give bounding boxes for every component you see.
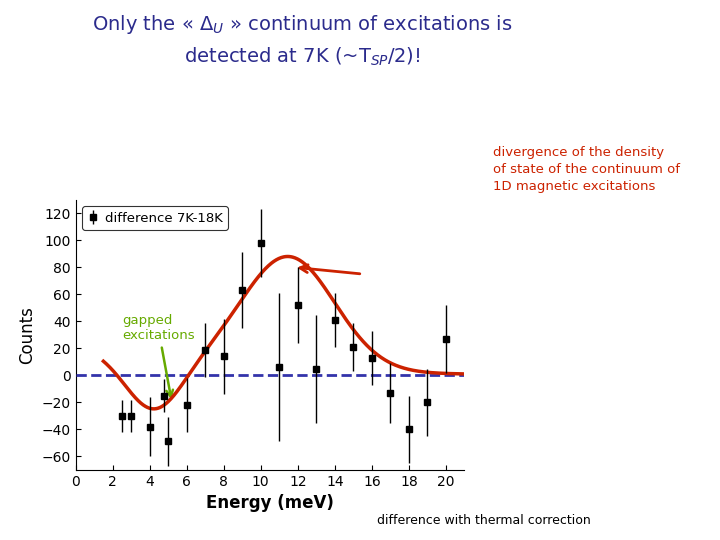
Legend: difference 7K-18K: difference 7K-18K [82,206,228,230]
Text: divergence of the density
of state of the continuum of
1D magnetic excitations: divergence of the density of state of th… [493,146,680,193]
Y-axis label: Counts: Counts [18,306,36,364]
Text: Only the « $\Delta_U$ » continuum of excitations is: Only the « $\Delta_U$ » continuum of exc… [92,14,513,37]
X-axis label: Energy (meV): Energy (meV) [206,494,334,512]
Text: difference with thermal correction: difference with thermal correction [377,514,590,526]
Text: detected at 7K (~T$_{SP}$/2)!: detected at 7K (~T$_{SP}$/2)! [184,46,420,68]
Text: gapped
excitations: gapped excitations [122,314,194,397]
